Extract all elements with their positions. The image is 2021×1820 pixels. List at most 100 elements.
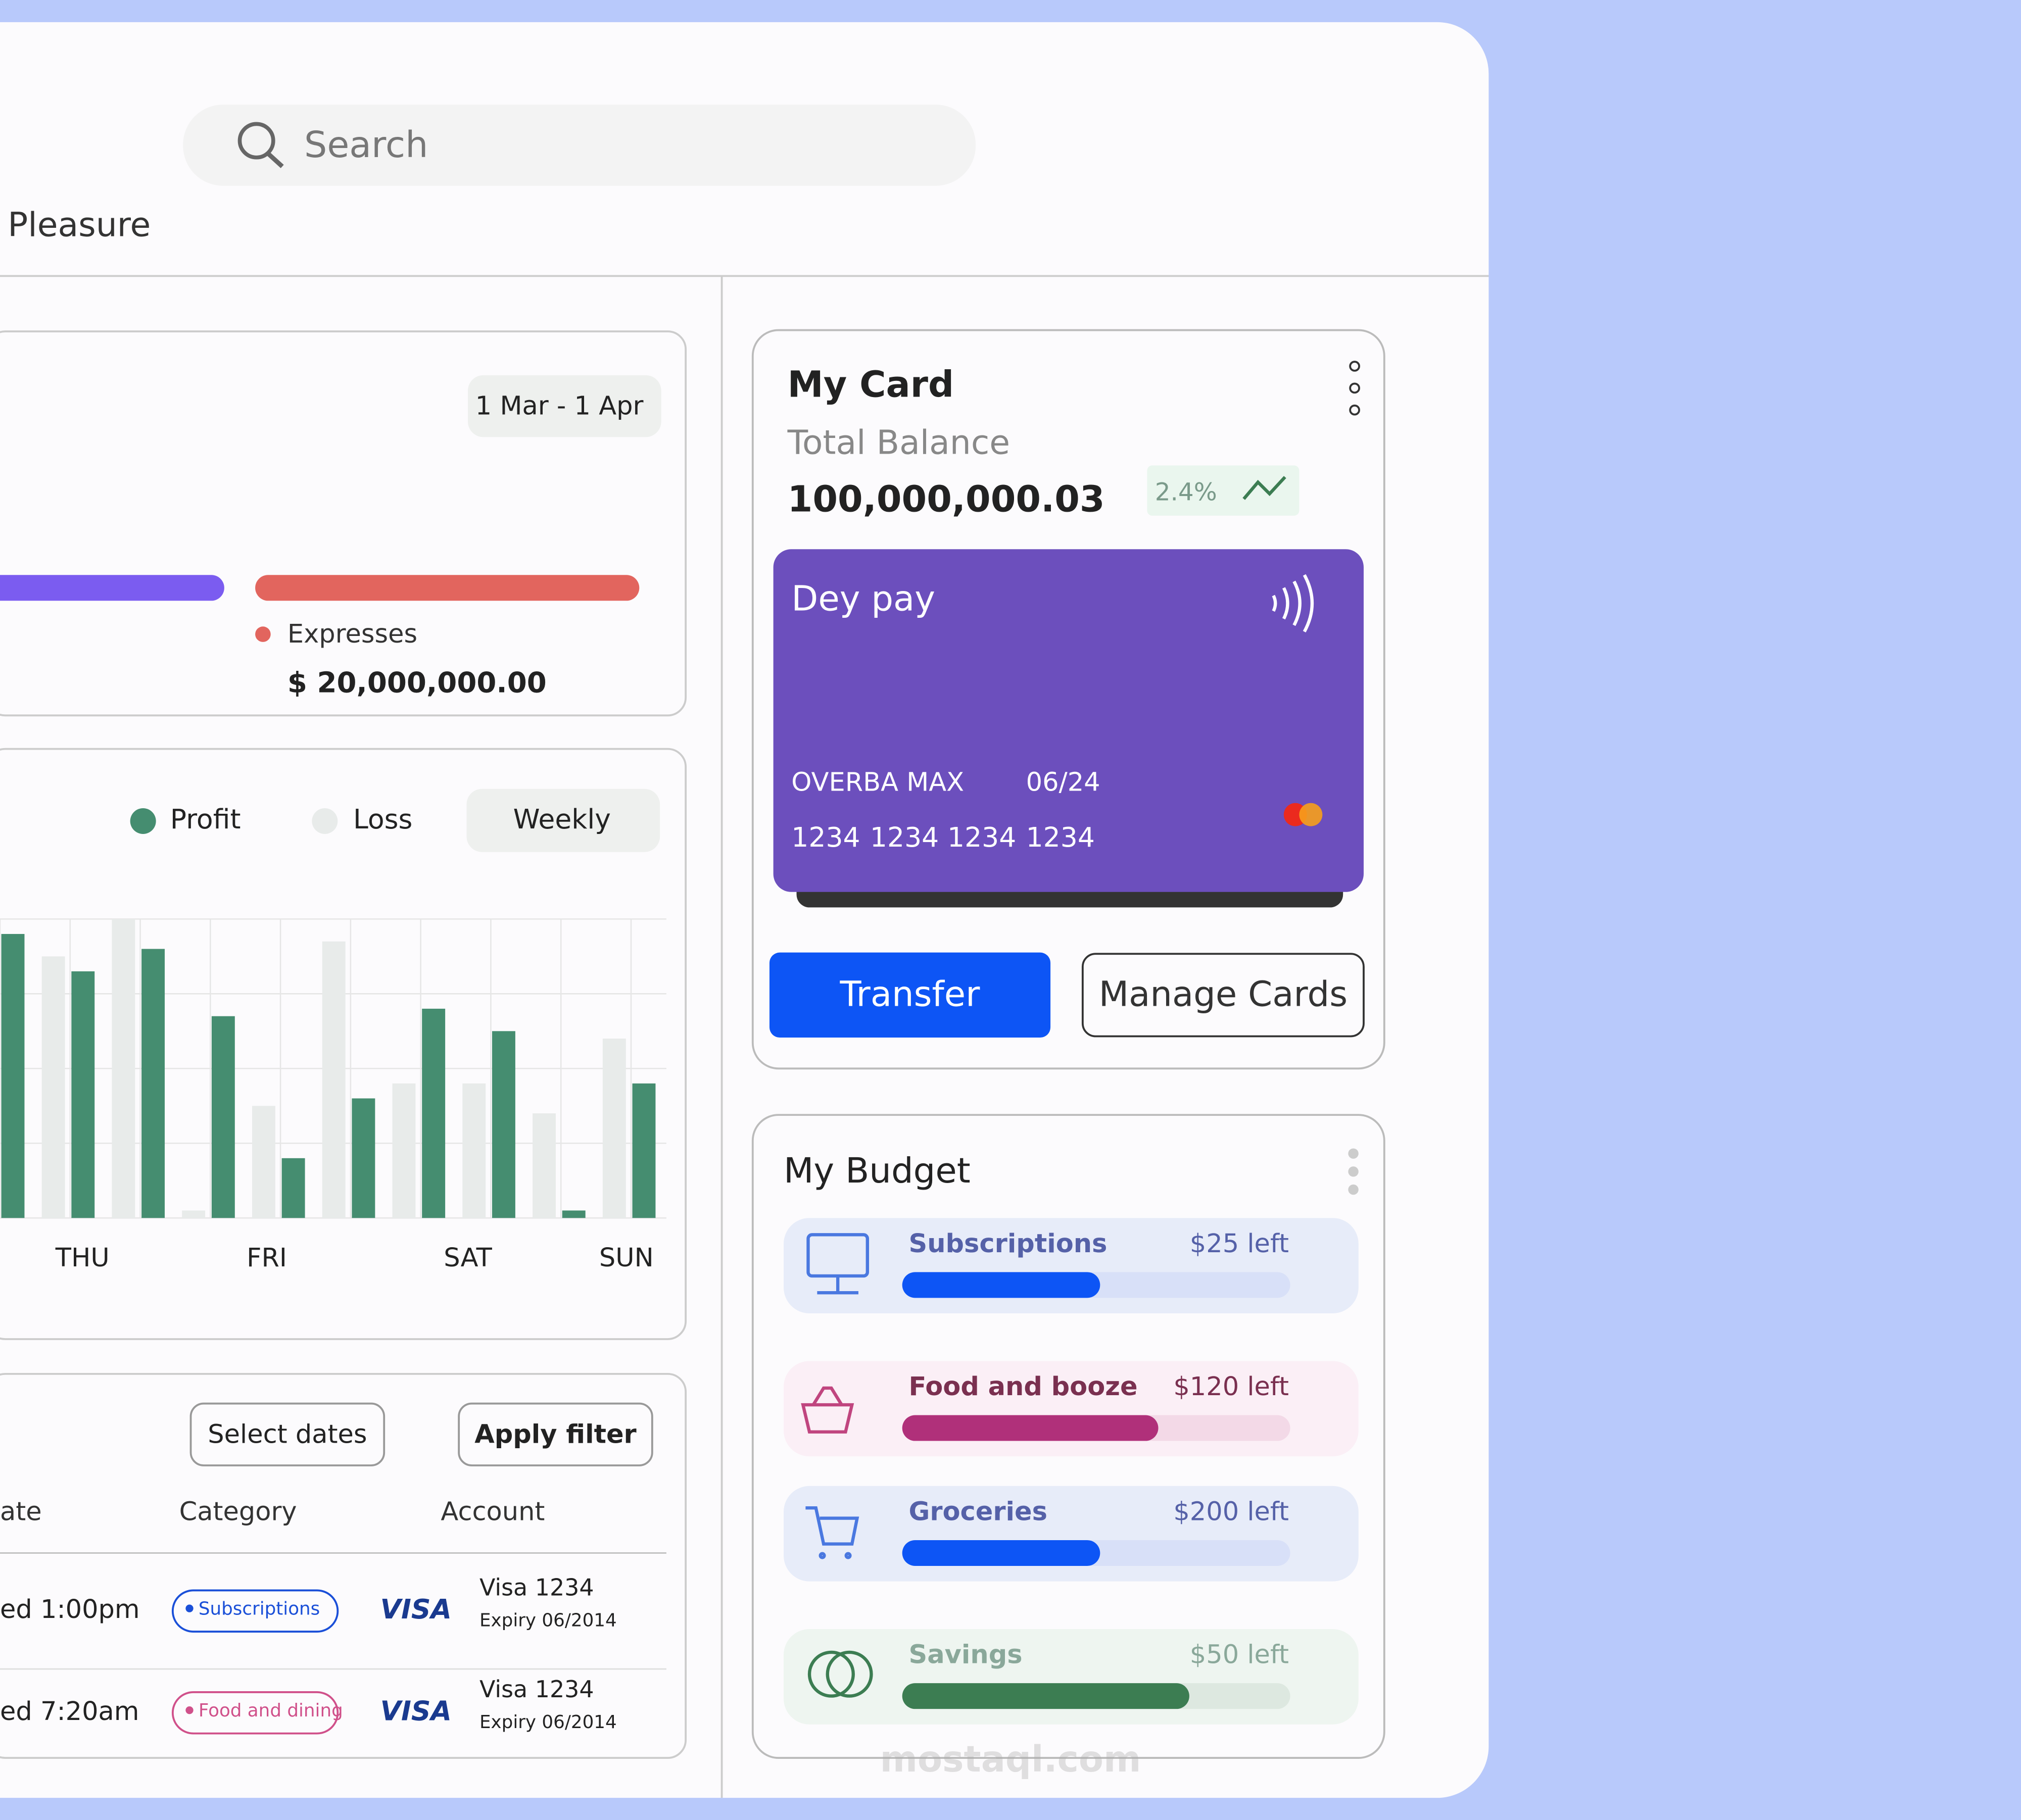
bank-card[interactable]	[773, 549, 1364, 892]
apply-filter-button[interactable]	[458, 1402, 653, 1466]
transaction-time: ed 7:20am	[0, 1697, 139, 1727]
chart-card	[0, 748, 687, 1340]
category-pill	[171, 1589, 339, 1633]
transactions-card	[0, 1372, 687, 1759]
bar	[141, 949, 165, 1218]
card-brand: Dey pay	[791, 578, 935, 619]
legend-dot	[255, 626, 271, 642]
budget-left: $50 left	[1190, 1640, 1289, 1670]
search-box[interactable]	[183, 105, 976, 186]
expiry: Expiry 06/2014	[479, 1610, 617, 1631]
progress-bar	[902, 1683, 1189, 1709]
balance-label: Total Balance	[787, 423, 1010, 462]
expenses-amount: $ 20,000,000.00	[287, 667, 547, 700]
search-icon	[237, 122, 275, 160]
button-label: Apply filter	[474, 1419, 637, 1449]
x-tick-label: SAT	[444, 1243, 492, 1273]
budget-left: $25 left	[1190, 1229, 1289, 1259]
card-brand: VISA	[380, 1695, 452, 1727]
bar	[602, 1039, 626, 1218]
trend-icon	[1242, 476, 1286, 500]
bar	[252, 1106, 275, 1218]
pill-dot	[185, 1604, 194, 1612]
pill-dot	[185, 1706, 194, 1714]
budget-panel	[751, 1114, 1385, 1759]
bar	[632, 1083, 656, 1218]
button-label: Select dates	[208, 1419, 367, 1449]
card-number: 1234	[947, 821, 1016, 853]
period-chip[interactable]	[466, 789, 660, 852]
panel-title: My Card	[788, 363, 954, 405]
card-panel	[751, 329, 1385, 1070]
savings-icon	[807, 1650, 873, 1698]
search-icon	[266, 152, 284, 168]
bar	[41, 956, 65, 1218]
bar	[281, 1158, 305, 1218]
budget-name: Groceries	[908, 1497, 1047, 1527]
basket-icon	[801, 1386, 854, 1434]
legend-label: Loss	[353, 803, 412, 835]
main-panel	[0, 22, 1489, 1798]
watermark: mostaql.com	[880, 1738, 1141, 1780]
summary-card	[0, 330, 687, 717]
category: Food and dining	[199, 1700, 343, 1721]
budget-name: Savings	[908, 1640, 1022, 1670]
contactless-icon	[1272, 574, 1314, 633]
progress-bar	[902, 1540, 1100, 1566]
legend-label: Profit	[170, 803, 241, 835]
budget-left: $120 left	[1173, 1372, 1289, 1402]
cart-icon	[805, 1506, 859, 1559]
bar	[492, 1031, 515, 1218]
transfer-button[interactable]	[769, 952, 1051, 1038]
menu-icon[interactable]	[1348, 1148, 1359, 1195]
period: Weekly	[513, 803, 611, 835]
legend-dot	[130, 808, 156, 834]
account: Visa 1234	[479, 1676, 594, 1703]
x-tick-label: FRI	[247, 1243, 287, 1273]
progress-bar	[902, 1272, 1100, 1298]
card-number: 1234	[1026, 821, 1095, 853]
bar	[392, 1083, 416, 1218]
mastercard-logo	[1299, 803, 1323, 826]
bar	[1, 933, 25, 1218]
change-chip	[1147, 465, 1300, 516]
bar	[462, 1083, 486, 1218]
card-expiry: 06/24	[1026, 768, 1100, 798]
bar	[422, 1008, 446, 1218]
transaction-time: ed 1:00pm	[0, 1595, 140, 1625]
bar	[182, 1210, 206, 1218]
manage-cards-button[interactable]	[1081, 953, 1365, 1038]
balance: 100,000,000.03	[788, 478, 1105, 520]
bar	[71, 971, 95, 1218]
change: 2.4%	[1155, 478, 1217, 507]
budget-name: Food and booze	[908, 1372, 1137, 1402]
bar	[533, 1113, 556, 1218]
x-tick-label: SUN	[599, 1243, 654, 1273]
expiry: Expiry 06/2014	[479, 1712, 617, 1733]
progress-bar	[902, 1415, 1159, 1441]
nav-label[interactable]: Pleasure	[8, 205, 151, 244]
bar	[322, 941, 346, 1218]
account: Visa 1234	[479, 1573, 594, 1601]
date-chip[interactable]	[468, 375, 661, 437]
column-header: ate	[0, 1497, 42, 1527]
income-bar	[0, 575, 224, 601]
expenses-label: Expresses	[287, 619, 417, 649]
date-range: 1 Mar - 1 Apr	[475, 391, 644, 421]
menu-icon[interactable]	[1349, 361, 1360, 416]
column-header: Account	[441, 1497, 545, 1527]
panel-title: My Budget	[784, 1151, 971, 1191]
card-holder: OVERBA MAX	[791, 768, 964, 798]
select-dates-button[interactable]	[189, 1402, 386, 1466]
bar	[352, 1098, 375, 1218]
card-number: 1234	[870, 821, 939, 853]
budget-left: $200 left	[1173, 1497, 1289, 1527]
budget-name: Subscriptions	[908, 1229, 1107, 1259]
expense-bar	[255, 575, 640, 601]
monitor-icon	[806, 1233, 870, 1295]
card-brand: VISA	[380, 1593, 452, 1625]
button-label: Transfer	[840, 974, 981, 1014]
legend-dot	[312, 808, 338, 834]
x-tick-label: THU	[55, 1243, 110, 1273]
